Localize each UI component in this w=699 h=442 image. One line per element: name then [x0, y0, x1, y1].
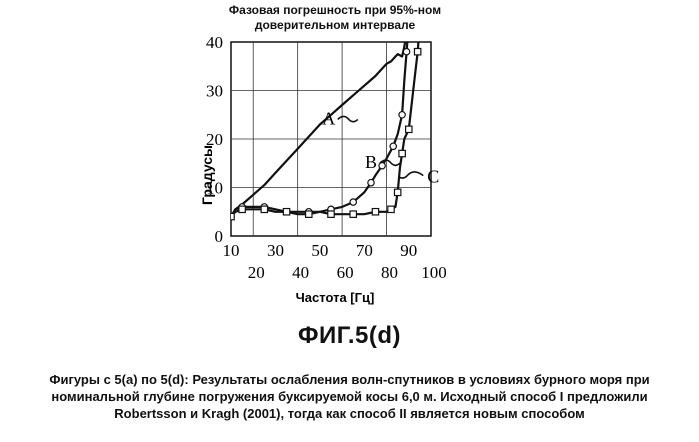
series-marker-B	[402, 47, 411, 56]
x-axis-label: Частота [Гц]	[296, 290, 375, 305]
series-leader-A	[337, 115, 359, 123]
series-marker-B	[367, 178, 375, 187]
series-group	[231, 42, 422, 221]
series-marker-C	[260, 205, 269, 214]
y-tick-label: 10	[206, 179, 223, 198]
series-marker-C	[238, 205, 246, 214]
series-line-A	[231, 42, 407, 218]
series-marker-C	[371, 207, 380, 216]
caption-line-2: номинальной глубине погружения буксируем…	[51, 389, 648, 404]
series-label-B: B	[365, 152, 377, 172]
series-marker-B	[389, 142, 398, 151]
series-marker-B	[378, 161, 386, 170]
x-tick-label: 100	[421, 263, 447, 282]
series-label-C: C	[427, 167, 439, 187]
figure-label: ФИГ.5(d)	[298, 322, 401, 349]
x-tick-label: 30	[267, 241, 284, 260]
chart-title-line-2: доверительном интервале	[254, 18, 416, 32]
series-leader-B	[379, 159, 401, 167]
x-tick-label: 40	[292, 263, 309, 282]
y-tick-label: 0	[215, 227, 224, 246]
x-tick-label: 20	[248, 263, 265, 282]
x-tick-label: 10	[223, 241, 240, 260]
caption-line-3: Robertsson и Kragh (2001), тогда как спо…	[114, 406, 585, 421]
series-label-A: A	[322, 108, 335, 128]
y-tick-label: 20	[206, 130, 223, 149]
series-marker-B	[349, 198, 358, 206]
x-tick-label: 90	[400, 241, 417, 260]
series-marker-C	[231, 212, 235, 221]
series-marker-C	[398, 149, 406, 158]
series-leader-C	[397, 171, 424, 179]
series-marker-C	[282, 207, 291, 216]
series-marker-C	[393, 188, 402, 197]
chart-title-line-1: Фазовая погрешность при 95%-ном	[228, 3, 442, 17]
series-marker-C	[387, 205, 395, 214]
y-axis-label: Градусы	[199, 145, 215, 205]
caption-line-1: Фигуры с 5(a) по 5(d): Результаты ослабл…	[49, 372, 650, 387]
series-marker-C	[404, 125, 413, 134]
series-marker-B	[398, 110, 406, 119]
series-marker-C	[327, 210, 335, 218]
series-marker-C	[413, 47, 422, 56]
y-tick-label: 40	[206, 33, 223, 52]
x-tick-label: 80	[381, 263, 398, 282]
series-marker-C	[349, 210, 358, 218]
series-marker-C	[304, 210, 313, 218]
y-tick-label: 30	[206, 82, 223, 101]
x-tick-label: 50	[311, 241, 328, 260]
x-tick-label: 60	[337, 263, 354, 282]
x-tick-label: 70	[356, 241, 373, 260]
